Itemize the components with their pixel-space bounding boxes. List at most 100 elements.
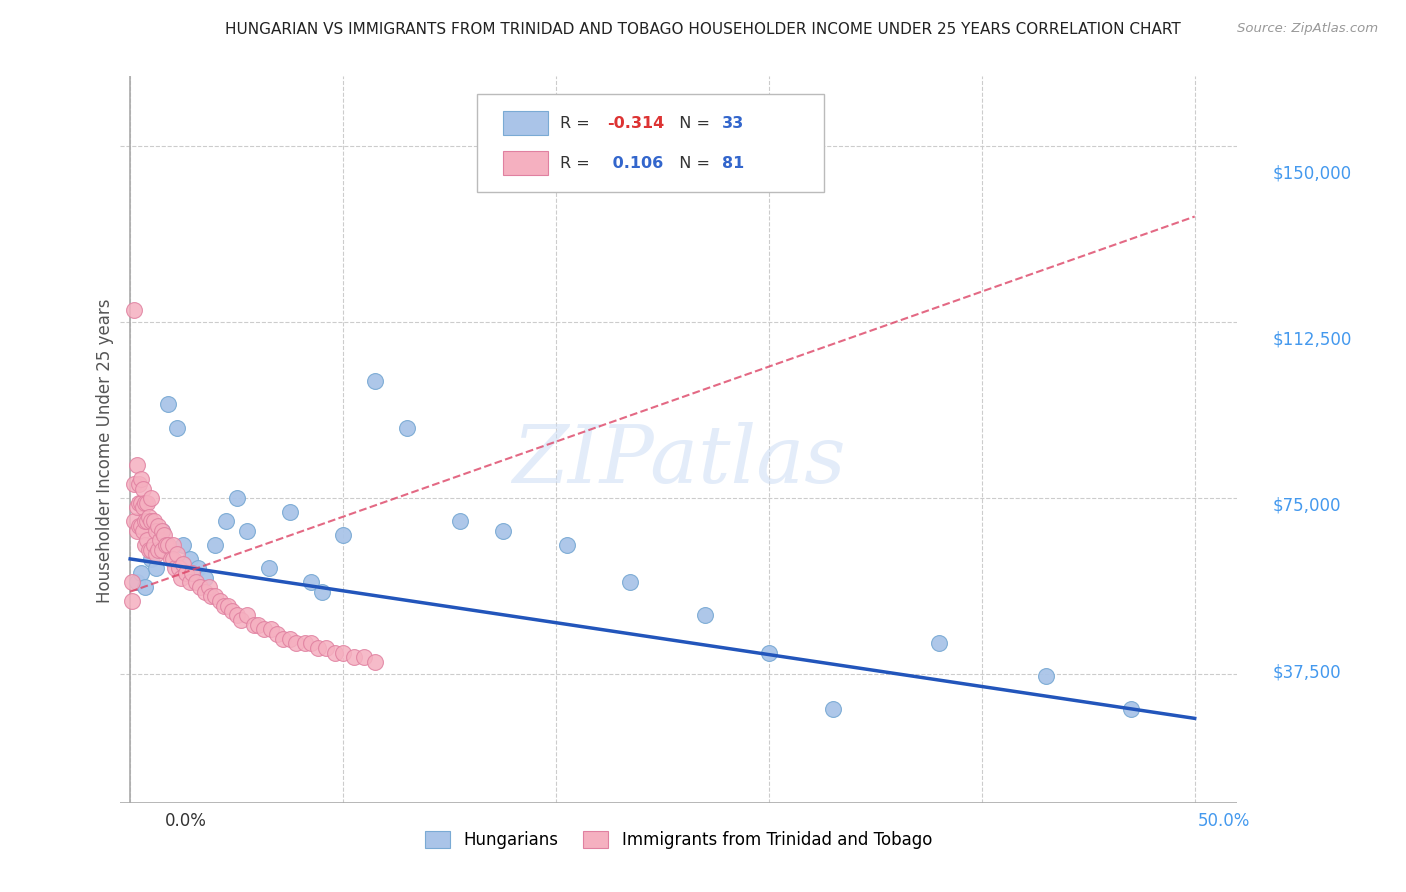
Point (129, 519, 152, 533)
Point (132, 524, 155, 538)
Text: 81: 81 (723, 155, 744, 170)
Point (170, 571, 193, 585)
Point (294, 636, 316, 650)
Point (364, 374, 387, 388)
Point (124, 303, 146, 318)
Point (257, 561, 280, 575)
Point (125, 524, 148, 538)
Point (136, 495, 159, 509)
Point (236, 524, 259, 538)
Point (273, 632, 295, 646)
Text: N =: N = (669, 155, 716, 170)
Point (198, 580, 221, 594)
Point (142, 515, 165, 529)
Text: HUNGARIAN VS IMMIGRANTS FROM TRINIDAD AND TOBAGO HOUSEHOLDER INCOME UNDER 25 YEA: HUNGARIAN VS IMMIGRANTS FROM TRINIDAD AN… (225, 22, 1181, 37)
Text: Householder Income Under 25 years: Householder Income Under 25 years (97, 298, 114, 603)
Point (928, 636, 950, 650)
Point (229, 613, 252, 627)
Text: N =: N = (669, 116, 716, 130)
Point (266, 627, 288, 641)
Point (449, 515, 471, 529)
Point (215, 515, 238, 529)
Point (146, 519, 169, 533)
Point (190, 580, 212, 594)
Point (693, 608, 716, 623)
Point (124, 515, 146, 529)
Point (134, 515, 156, 529)
Point (121, 594, 143, 608)
Point (821, 702, 844, 716)
Point (121, 575, 143, 590)
Point (200, 590, 222, 604)
Text: 0.0%: 0.0% (165, 812, 207, 830)
Text: 33: 33 (723, 116, 744, 130)
Point (128, 519, 150, 533)
Point (180, 566, 202, 580)
Point (150, 524, 173, 538)
Point (166, 547, 188, 561)
Point (146, 542, 169, 557)
Point (141, 542, 163, 557)
Point (134, 495, 156, 509)
Point (395, 420, 418, 434)
Point (332, 528, 354, 542)
Point (492, 524, 515, 538)
Point (138, 542, 160, 557)
Point (155, 538, 177, 552)
Point (150, 524, 173, 538)
Point (179, 575, 201, 590)
Point (129, 566, 152, 580)
Point (217, 599, 239, 613)
Point (174, 566, 197, 580)
Point (162, 538, 184, 552)
Point (253, 622, 276, 636)
Point (141, 491, 163, 505)
Point (145, 561, 167, 575)
Point (315, 640, 337, 655)
Point (212, 599, 235, 613)
Point (204, 590, 226, 604)
Point (187, 561, 209, 575)
Text: -0.314: -0.314 (607, 116, 664, 130)
Point (225, 608, 247, 623)
Point (124, 476, 146, 491)
Point (278, 505, 301, 519)
Point (343, 650, 366, 665)
Point (157, 397, 180, 411)
Point (134, 538, 156, 552)
Point (194, 584, 217, 599)
Point (307, 640, 329, 655)
Point (311, 584, 333, 599)
Text: R =: R = (560, 116, 595, 130)
Point (364, 655, 387, 669)
Text: 0.106: 0.106 (607, 155, 664, 170)
Point (141, 552, 163, 566)
Point (167, 561, 190, 575)
Text: $37,500: $37,500 (1272, 663, 1341, 681)
Point (619, 575, 641, 590)
Point (236, 608, 259, 623)
Point (159, 552, 181, 566)
Point (555, 538, 578, 552)
Point (278, 632, 301, 646)
Point (128, 495, 150, 509)
Point (129, 472, 152, 486)
FancyBboxPatch shape (477, 94, 824, 192)
Point (157, 538, 180, 552)
Point (194, 571, 217, 585)
Point (134, 580, 156, 594)
Point (138, 509, 160, 524)
Point (758, 646, 780, 660)
Point (163, 561, 186, 575)
Point (204, 538, 226, 552)
Text: 50.0%: 50.0% (1198, 812, 1250, 830)
Text: ZIPatlas: ZIPatlas (512, 423, 845, 500)
Point (299, 575, 322, 590)
Point (285, 636, 308, 650)
Point (299, 636, 322, 650)
FancyBboxPatch shape (503, 111, 547, 136)
Point (132, 482, 155, 496)
Point (149, 533, 172, 548)
Point (141, 515, 163, 529)
Text: $112,500: $112,500 (1272, 331, 1351, 349)
